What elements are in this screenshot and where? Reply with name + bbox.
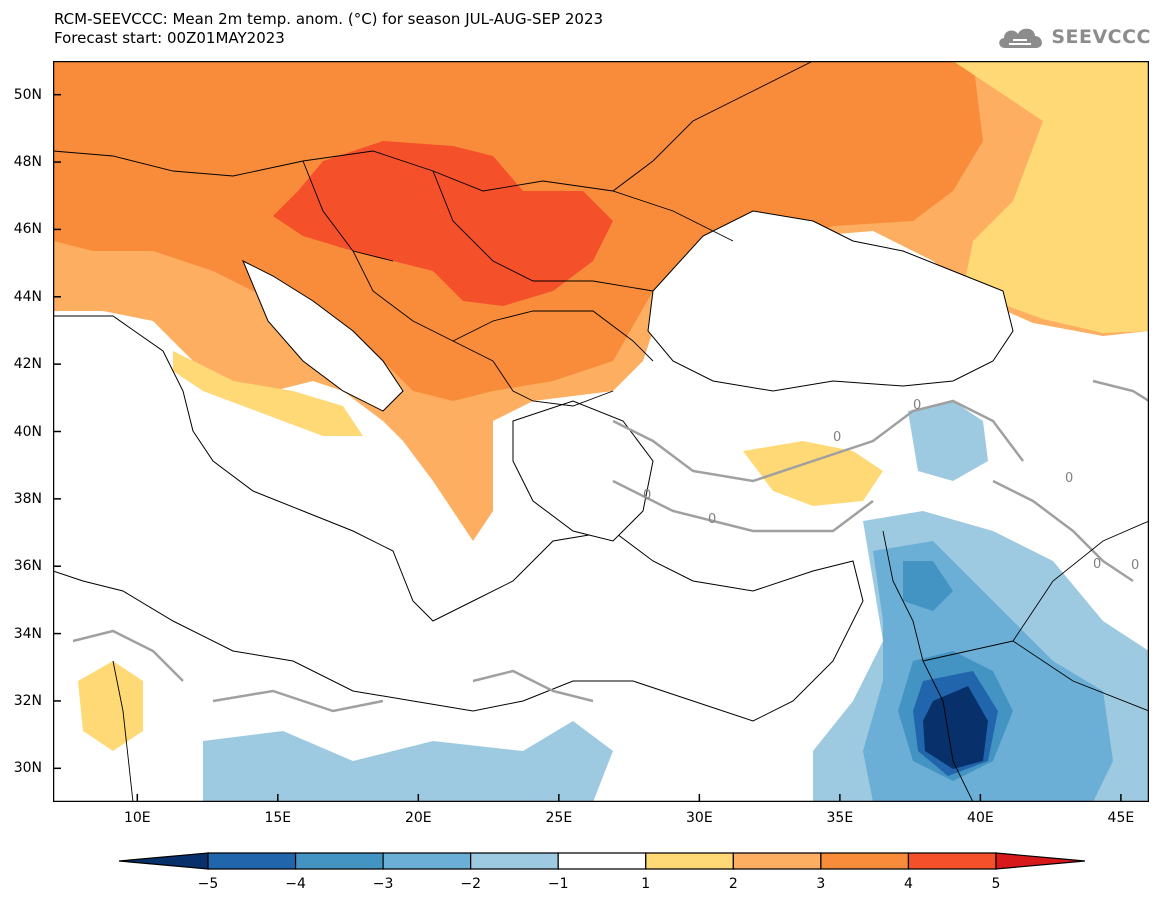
colorbar-tick-label: −5: [197, 876, 219, 892]
map-title: RCM-SEEVCCC: Mean 2m temp. anom. (°C) fo…: [54, 10, 603, 48]
anomaly-map: 0 0 0 0 0 0 0: [53, 61, 1149, 802]
seevccc-logo: SEEVCCC: [995, 22, 1151, 52]
lon-tick-label: 15E: [264, 810, 292, 826]
colorbar-box: [557, 852, 647, 870]
colorbar-tick-label: 3: [816, 876, 826, 892]
anomaly-zone-1-2-libya: [78, 661, 143, 751]
lon-tick-label: 45E: [1107, 810, 1135, 826]
lat-tick-label: 38N: [13, 490, 42, 507]
aegean-sea: [512, 400, 654, 542]
anomaly-zone-m2-m1-north: [908, 401, 988, 481]
lat-tick-label: 30N: [13, 760, 42, 777]
colorbar-box: [294, 852, 384, 870]
colorbar-box: [907, 852, 997, 870]
mediterranean-sea: [53, 315, 864, 722]
anomaly-zone-1-2-anatolia: [743, 441, 883, 506]
lon-tick-label: 40E: [967, 810, 994, 826]
adriatic-sea: [242, 259, 404, 412]
lon-tick-label: 30E: [686, 810, 713, 826]
colorbar-box: [732, 852, 822, 870]
colorbar-tick-label: −3: [372, 876, 394, 892]
contour-labels: 0 0 0 0 0 0 0: [643, 398, 1139, 573]
colorbar-high-cap: [995, 852, 1086, 870]
anomaly-zone-1-2-east: [953, 61, 1149, 333]
cloud-icon: [999, 28, 1043, 48]
colorbar-tick-label: 1: [641, 876, 651, 892]
anomaly-zone-m2-m1-libya: [203, 721, 613, 802]
title-line-1: RCM-SEEVCCC: Mean 2m temp. anom. (°C) fo…: [54, 10, 604, 28]
lat-tick-label: 46N: [13, 221, 42, 238]
colorbar-tick-label: 2: [728, 876, 738, 892]
black-sea: [647, 210, 1014, 392]
lat-tick-label: 32N: [13, 692, 42, 709]
anomaly-zone-1-2-italy: [173, 351, 363, 436]
colorbar-tick-label: −2: [460, 876, 481, 892]
colorbar-low-cap: [118, 852, 209, 870]
contour-label: 0: [1093, 557, 1101, 572]
contour-label: 0: [1131, 558, 1139, 573]
colorbar-box: [820, 852, 910, 870]
contour-label: 0: [1065, 471, 1073, 486]
colorbar-box: [470, 852, 559, 870]
zero-contours: [72, 379, 1149, 713]
lat-tick-label: 34N: [13, 625, 42, 642]
contour-label: 0: [833, 430, 841, 445]
colorbar-tick-label: 5: [991, 876, 1001, 892]
axis-ticks: [53, 93, 1122, 802]
logo-text: SEEVCCC: [1051, 26, 1151, 48]
lon-tick-label: 35E: [826, 810, 854, 826]
colorbar-tick-label: 4: [903, 876, 913, 892]
lat-tick-label: 48N: [13, 154, 42, 171]
lat-tick-label: 36N: [13, 558, 42, 575]
lat-tick-label: 40N: [13, 423, 42, 440]
lon-tick-label: 20E: [404, 810, 432, 826]
colorbar-box: [382, 852, 472, 870]
lat-tick-label: 50N: [13, 86, 42, 103]
contour-label: 0: [913, 398, 921, 413]
colorbar-box: [645, 852, 734, 870]
colorbar: [118, 852, 1086, 870]
country-borders: [53, 61, 1149, 802]
anomaly-zone-lt-m5: [923, 686, 988, 769]
colorbar-tick-label: −1: [547, 876, 569, 892]
lon-tick-label: 25E: [545, 810, 573, 826]
lat-tick-label: 44N: [13, 288, 42, 305]
colorbar-box: [207, 852, 297, 870]
title-line-2: Forecast start: 00Z01MAY2023: [54, 29, 285, 47]
lat-tick-label: 42N: [13, 356, 42, 373]
anomaly-zone-4-5: [273, 141, 613, 306]
contour-label: 0: [643, 488, 651, 503]
colorbar-tick-label: −4: [285, 876, 306, 892]
contour-label: 0: [708, 512, 716, 527]
lon-tick-label: 10E: [123, 810, 151, 826]
